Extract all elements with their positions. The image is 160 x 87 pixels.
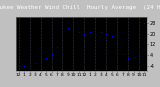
Point [17,65,20,67]
Point [61,38,64,40]
Point [83,33,86,34]
Point [132,56,135,57]
Point [28,64,31,65]
Point [100,31,102,33]
Point [39,61,42,63]
Point [110,36,113,37]
Point [78,31,80,33]
Point [34,63,36,64]
Point [45,57,47,59]
Point [143,22,146,23]
Point [50,53,53,54]
Point [72,30,75,32]
Point [105,33,108,34]
Point [121,53,124,54]
Text: Milwaukee Weather Wind Chill  Hourly Average  (24 Hours): Milwaukee Weather Wind Chill Hourly Aver… [0,5,160,10]
Point [56,46,58,48]
Point [127,57,129,59]
Point [67,27,69,29]
Point [88,31,91,33]
Point [23,65,25,67]
Point [116,46,118,48]
Point [94,30,96,32]
Point [138,54,140,56]
